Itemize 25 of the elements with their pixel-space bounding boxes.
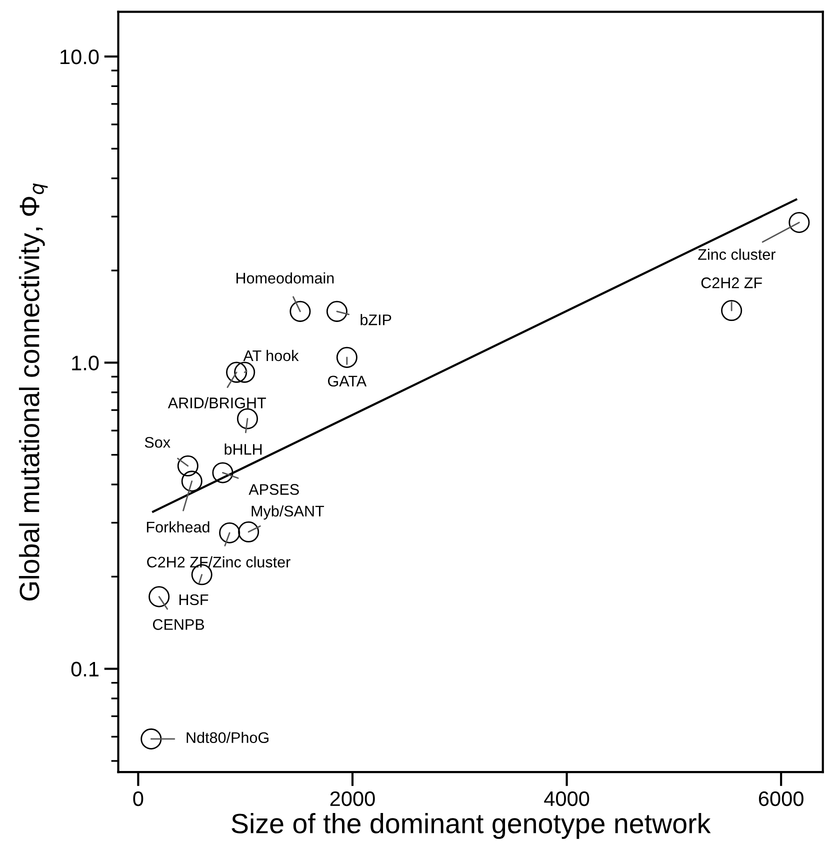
annotation: Zinc cluster [698, 248, 776, 260]
annotation: GATA [328, 376, 367, 387]
annotation: HSF [179, 594, 208, 606]
annotation: Myb/SANT [252, 505, 324, 520]
annotation: Ndt80/PhoG [186, 732, 268, 744]
annotation: Forkhead [146, 521, 210, 533]
y-tick-label: 10.0 [60, 50, 99, 64]
annotation: APSES [248, 484, 299, 495]
y-tick-label: 1.0 [72, 356, 99, 370]
x-tick-label: 4000 [544, 791, 590, 806]
annotation: Homeodomain [236, 272, 334, 284]
annotation: bZIP [360, 314, 392, 326]
annotation: ARID/BRIGHT [168, 397, 266, 408]
annotation: bHLH [224, 444, 262, 455]
annotation: Sox [144, 436, 170, 448]
annotation: CENPB [152, 619, 204, 630]
x-axis-title: Size of the dominant genotype network [232, 812, 711, 839]
annotation: AT hook [243, 350, 299, 362]
x-tick-label: 0 [133, 791, 144, 806]
annotation: C2H2 ZF/Zinc cluster [147, 556, 290, 568]
y-tick-label: 0.1 [71, 662, 98, 677]
x-tick-label: 6000 [758, 791, 804, 806]
annotation: C2H2 ZF [701, 277, 762, 288]
y-axis-title: Global mutational connectivity, Φ$_{q}$ [18, 183, 48, 601]
x-tick-label: 2000 [330, 791, 375, 806]
